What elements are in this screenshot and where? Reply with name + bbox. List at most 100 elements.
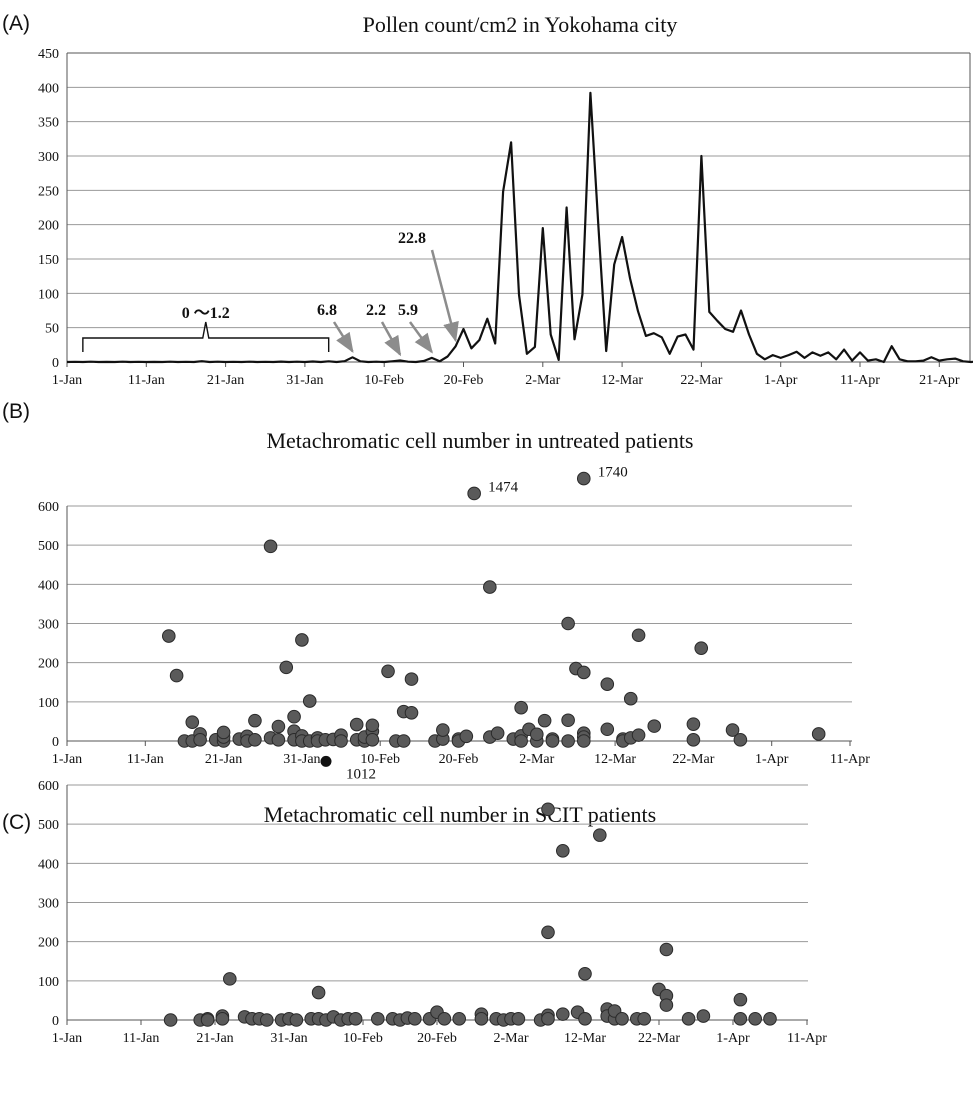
outlier-label-1740: 1740 xyxy=(598,465,628,481)
a-y-tick-label: 450 xyxy=(38,47,59,62)
brace-0-to-1-2 xyxy=(82,321,330,352)
panel-a-series xyxy=(66,91,973,364)
scit-point xyxy=(556,1007,570,1021)
b-y-tick-label: 600 xyxy=(38,500,59,515)
b-x-tick-label: 10-Feb xyxy=(360,752,400,767)
untreated-point xyxy=(576,734,591,748)
b-x-tick-label: 11-Jan xyxy=(127,752,164,767)
untreated-point xyxy=(530,727,544,742)
scit-point xyxy=(659,998,674,1012)
untreated-point xyxy=(600,722,615,737)
untreated-point xyxy=(334,734,348,748)
scit-point xyxy=(223,972,237,986)
panel-c-x-ticks: 1-Jan 11-Jan 21-Jan 31-Jan 10-Feb 20-Feb 2-Mar… xyxy=(52,1031,827,1046)
scit-point xyxy=(578,966,592,981)
untreated-point xyxy=(396,734,411,748)
a-x-tick-label: 11-Jan xyxy=(128,373,165,388)
a-x-tick-label: 2-Mar xyxy=(525,373,560,388)
arrow-label-5.9: 5.9 xyxy=(398,302,418,319)
untreated-point xyxy=(404,672,419,686)
untreated-point xyxy=(733,733,748,747)
c-y-tick-label: 600 xyxy=(38,779,59,794)
untreated-point xyxy=(576,471,591,486)
a-x-tick-label: 1-Jan xyxy=(52,373,82,388)
untreated-point xyxy=(811,727,826,741)
pollen-count-line xyxy=(66,91,973,364)
untreated-point xyxy=(631,728,646,742)
panel-a-gridlines xyxy=(66,52,971,367)
scit-point xyxy=(541,1012,555,1026)
scit-point xyxy=(763,1012,777,1026)
scit-point xyxy=(163,1013,178,1027)
c-y-tick-label: 400 xyxy=(38,857,59,872)
c-x-tick-label: 20-Feb xyxy=(417,1031,457,1046)
scit-outlier-point xyxy=(320,755,332,767)
panel-a-title: Pollen count/cm2 in Yokohama city xyxy=(363,12,678,37)
untreated-point xyxy=(248,713,262,728)
scit-point xyxy=(437,1012,452,1026)
c-x-tick-label: 11-Jan xyxy=(123,1031,160,1046)
scit-point xyxy=(696,1009,711,1023)
a-x-tick-label: 11-Apr xyxy=(840,373,880,388)
untreated-point xyxy=(490,726,505,740)
scit-point xyxy=(260,1013,274,1027)
panel-c-labels: 1012 xyxy=(346,766,376,782)
untreated-point xyxy=(545,734,560,748)
untreated-point xyxy=(271,719,286,734)
c-y-tick-label: 0 xyxy=(52,1014,59,1029)
scit-point xyxy=(200,1013,215,1027)
b-y-tick-label: 0 xyxy=(52,735,59,750)
untreated-point xyxy=(647,719,662,733)
arrow-2.2 xyxy=(380,321,402,357)
untreated-point xyxy=(514,700,528,715)
panel-a-annotations: 0 ～1.2 6.8 2.2 5.9 22.8 xyxy=(82,230,459,357)
c-x-tick-label: 10-Feb xyxy=(343,1031,383,1046)
untreated-point xyxy=(381,664,395,679)
untreated-point xyxy=(404,706,419,720)
c-y-tick-label: 500 xyxy=(38,818,59,833)
untreated-point xyxy=(248,733,262,747)
untreated-point xyxy=(185,715,200,730)
b-x-tick-label: 1-Apr xyxy=(755,752,789,767)
panel-a-pollen-chart: (A) Pollen count/cm2 in Yokohama city 0 5… xyxy=(2,12,973,388)
a-x-tick-label: 1-Apr xyxy=(764,373,798,388)
untreated-point xyxy=(686,717,701,731)
panel-a-letter: (A) xyxy=(2,12,30,35)
panel-b-x-ticks: 1-Jan 11-Jan 21-Jan 31-Jan 10-Feb 20-Feb 2-Mar… xyxy=(52,752,870,767)
b-y-tick-label: 100 xyxy=(38,696,59,711)
untreated-point xyxy=(302,694,317,708)
untreated-point xyxy=(725,723,740,737)
a-x-tick-label: 10-Feb xyxy=(364,373,404,388)
scit-point xyxy=(511,1012,526,1026)
untreated-point xyxy=(295,633,309,647)
scit-point xyxy=(452,1012,467,1026)
untreated-point xyxy=(279,660,294,675)
a-x-tick-label: 12-Mar xyxy=(601,373,643,388)
untreated-point xyxy=(365,733,380,747)
c-x-tick-label: 12-Mar xyxy=(564,1031,606,1046)
untreated-point xyxy=(537,713,552,728)
scit-point xyxy=(541,925,555,940)
a-y-tick-label: 350 xyxy=(38,116,59,131)
a-y-tick-label: 250 xyxy=(38,184,59,199)
untreated-point xyxy=(161,629,176,643)
arrow-label-6.8: 6.8 xyxy=(317,302,337,319)
untreated-point xyxy=(193,733,207,747)
b-x-tick-label: 2-Mar xyxy=(519,752,554,767)
b-x-tick-label: 31-Jan xyxy=(283,752,320,767)
panel-b-labels: 1474 1740 xyxy=(488,465,628,496)
untreated-point xyxy=(686,733,701,747)
a-x-tick-label: 21-Apr xyxy=(919,373,960,388)
untreated-point xyxy=(561,734,575,748)
scit-point xyxy=(215,1012,230,1026)
a-y-tick-label: 0 xyxy=(52,356,59,371)
b-y-tick-label: 400 xyxy=(38,578,59,593)
panel-a-y-ticks: 0 50 100 150 200 250 300 350 400 450 xyxy=(38,47,59,371)
a-y-tick-label: 200 xyxy=(38,219,59,234)
c-x-tick-label: 21-Jan xyxy=(196,1031,233,1046)
b-x-tick-label: 1-Jan xyxy=(52,752,82,767)
untreated-point xyxy=(263,539,278,554)
c-y-tick-label: 300 xyxy=(38,897,59,912)
untreated-point xyxy=(514,734,528,748)
